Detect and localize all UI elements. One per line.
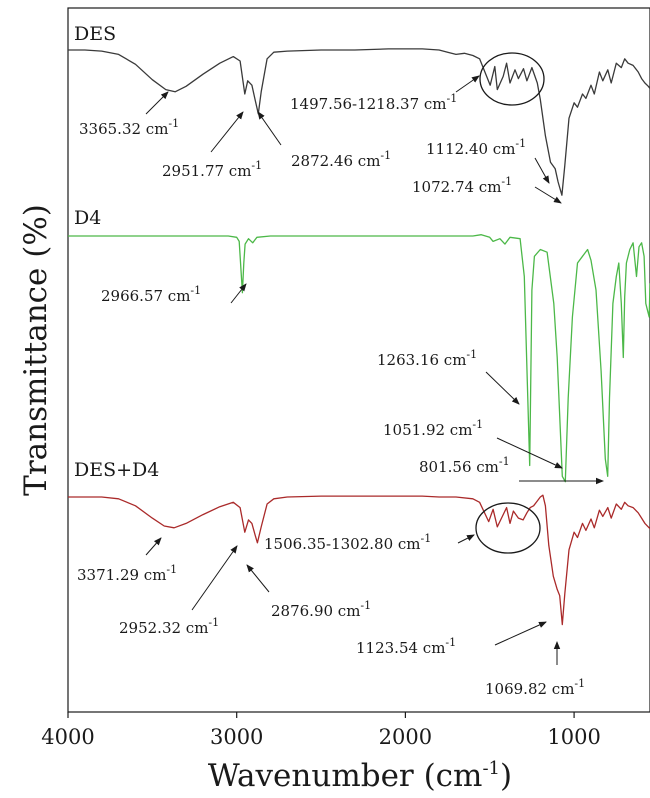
peak-annotation-value: 1506.35-1302.80 cm — [264, 535, 421, 553]
peak-annotation-unit-sup: -1 — [208, 616, 219, 629]
peak-annotation-value: 2876.90 cm — [271, 602, 360, 620]
annotation-arrow — [210, 111, 244, 153]
annotation-arrow — [457, 534, 475, 544]
series-label: DES — [74, 23, 116, 45]
peak-annotation-unit-sup: -1 — [251, 159, 262, 172]
peak-annotation-unit-sup: -1 — [168, 117, 179, 130]
annotation-arrow — [191, 545, 238, 611]
peak-annotation: 1497.56-1218.37 cm-1 — [290, 92, 457, 113]
peak-annotation-value: 1497.56-1218.37 cm — [290, 95, 447, 113]
series-label: D4 — [74, 207, 101, 229]
series-layer — [68, 48, 650, 626]
x-axis-label-text: Wavenumber (cm — [208, 758, 483, 794]
annotation-arrow — [455, 75, 480, 93]
plot-frame — [67, 7, 650, 713]
peak-annotation: 1263.16 cm-1 — [377, 348, 477, 369]
region-ellipse — [475, 502, 541, 554]
decor-layer — [475, 52, 545, 554]
peak-annotation-unit-sup: -1 — [466, 348, 477, 361]
peak-annotation-unit-sup: -1 — [445, 636, 456, 649]
peak-annotation: 1123.54 cm-1 — [356, 636, 456, 657]
peak-annotation: 3371.29 cm-1 — [77, 563, 177, 584]
peak-annotation-unit-sup: -1 — [515, 137, 526, 150]
peak-annotation: 1069.82 cm-1 — [485, 677, 585, 698]
peak-annotation-value: 2872.46 cm — [291, 152, 380, 170]
peak-annotation: 1072.74 cm-1 — [412, 175, 512, 196]
x-ticks: 4000 3000 2000 1000 — [41, 712, 601, 749]
x-tick-label: 1000 — [547, 725, 600, 749]
annotation-arrow — [230, 283, 247, 304]
peak-annotation: 3365.32 cm-1 — [79, 117, 179, 138]
peak-annotation: 1112.40 cm-1 — [426, 137, 526, 158]
annotation-arrow — [246, 564, 270, 593]
x-axis-label-sup: -1 — [482, 758, 500, 779]
x-tick-label: 3000 — [210, 725, 263, 749]
peak-annotation: 801.56 cm-1 — [419, 455, 510, 476]
peak-annotation: 2966.57 cm-1 — [101, 284, 201, 305]
peak-annotation-value: 1112.40 cm — [426, 140, 515, 158]
annotation-arrow — [534, 157, 550, 184]
peak-annotation-value: 1069.82 cm — [485, 680, 574, 698]
peak-annotation-value: 1263.16 cm — [377, 351, 466, 369]
peak-annotation-value: 801.56 cm — [419, 458, 499, 476]
peak-annotation: 2872.46 cm-1 — [291, 149, 391, 170]
peak-annotation-value: 2966.57 cm — [101, 287, 190, 305]
peak-annotation: 2951.77 cm-1 — [162, 159, 262, 180]
series-label: DES+D4 — [74, 459, 159, 481]
series-line-d4 — [68, 234, 650, 483]
peak-annotation-value: 2952.32 cm — [119, 619, 208, 637]
x-axis-label: Wavenumber (cm-1) — [208, 758, 512, 794]
peak-annotation-unit-sup: -1 — [501, 175, 512, 188]
annotation-arrow — [494, 621, 547, 646]
annotation-arrow — [145, 537, 162, 556]
peak-annotation-unit-sup: -1 — [380, 149, 391, 162]
peak-annotation-unit-sup: -1 — [421, 532, 432, 545]
peak-annotation-value: 3365.32 cm — [79, 120, 168, 138]
series-line-des — [68, 48, 650, 196]
annotation-arrow — [145, 91, 169, 115]
peak-annotation-unit-sup: -1 — [574, 677, 585, 690]
annotation-arrow — [485, 371, 520, 405]
x-axis-label-end: ) — [500, 758, 512, 794]
annotation-arrow — [534, 186, 562, 204]
series-labels: DES D4 DES+D4 — [74, 23, 159, 481]
region-ellipse — [479, 52, 545, 106]
peak-annotation: 2952.32 cm-1 — [119, 616, 219, 637]
series-line-des-d4 — [68, 494, 650, 626]
peak-annotation: 2876.90 cm-1 — [271, 599, 371, 620]
annotation-arrow — [257, 111, 282, 146]
peak-annotation: 1506.35-1302.80 cm-1 — [264, 532, 431, 553]
peak-annotation-unit-sup: -1 — [447, 92, 458, 105]
peak-annotation-unit-sup: -1 — [166, 563, 177, 576]
peak-annotation-unit-sup: -1 — [499, 455, 510, 468]
annotation-arrow — [496, 437, 563, 469]
peak-annotation-value: 1051.92 cm — [383, 421, 472, 439]
y-axis-label: Transmittance (%) — [18, 204, 54, 496]
peak-annotation-unit-sup: -1 — [360, 599, 371, 612]
peak-annotation-value: 1072.74 cm — [412, 178, 501, 196]
x-tick-label: 2000 — [379, 725, 432, 749]
x-tick-label: 4000 — [41, 725, 94, 749]
peak-annotation-value: 2951.77 cm — [162, 162, 251, 180]
peak-annotation-value: 1123.54 cm — [356, 639, 445, 657]
peak-annotation-value: 3371.29 cm — [77, 566, 166, 584]
peak-annotation-unit-sup: -1 — [472, 418, 483, 431]
peak-annotation: 1051.92 cm-1 — [383, 418, 483, 439]
peak-annotation-unit-sup: -1 — [190, 284, 201, 297]
